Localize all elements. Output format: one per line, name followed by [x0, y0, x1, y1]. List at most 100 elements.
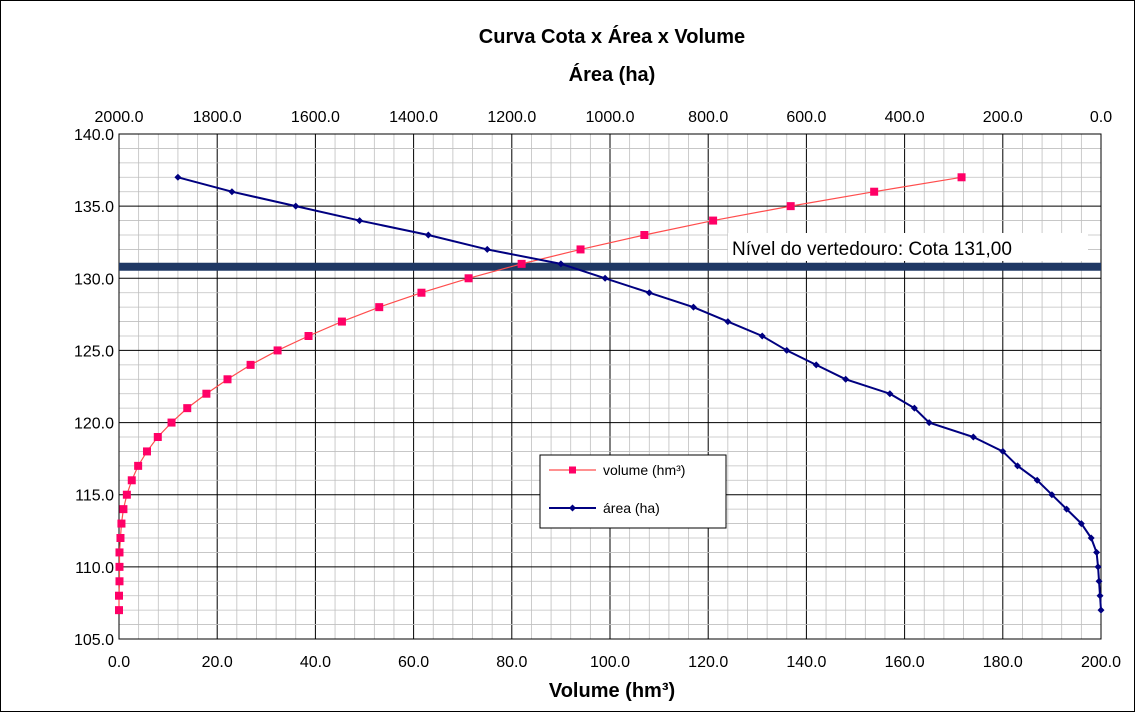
- left-axis-tick-label: 135.0: [74, 199, 114, 216]
- volume-point: [517, 259, 526, 268]
- area-point: [886, 390, 894, 398]
- chart-title: Curva Cota x Área x Volume: [479, 25, 745, 48]
- bottom-axis-tick-label: 80.0: [496, 654, 527, 671]
- volume-point: [202, 389, 211, 398]
- volume-point: [304, 332, 313, 340]
- plot-area-border: [118, 133, 1102, 640]
- area-point: [1096, 592, 1104, 600]
- area-point: [483, 245, 491, 253]
- area-point: [174, 173, 182, 181]
- area-point: [910, 404, 918, 412]
- bottom-axis-tick-label: 200.0: [1081, 654, 1121, 671]
- area-point: [1077, 520, 1085, 528]
- volume-point: [870, 187, 879, 196]
- bottom-axis-title: Volume (hm³): [549, 680, 675, 702]
- top-axis-tick-label: 1000.0: [586, 109, 635, 126]
- volume-point: [709, 216, 718, 225]
- area-point: [1095, 577, 1103, 585]
- area-point: [724, 318, 732, 326]
- top-axis-tick-label: 1400.0: [389, 109, 438, 126]
- legend: volume (hm³) área (ha): [539, 454, 727, 529]
- top-axis-tick-label: 600.0: [786, 109, 826, 126]
- bottom-axis-tick-label: 100.0: [590, 654, 630, 671]
- area-point: [1063, 505, 1071, 513]
- series-group: [115, 173, 1105, 615]
- area-point: [812, 361, 820, 369]
- area-point: [356, 217, 364, 225]
- volume-point: [167, 418, 176, 427]
- top-axis-tick-label: 400.0: [885, 109, 925, 126]
- area-point: [1097, 606, 1105, 614]
- area-point: [689, 303, 697, 311]
- volume-point: [115, 548, 124, 557]
- left-axis-tick-label: 120.0: [74, 416, 114, 433]
- bottom-axis-tick-label: 160.0: [885, 654, 925, 671]
- area-point: [645, 289, 653, 297]
- volume-point: [134, 461, 143, 470]
- volume-point: [115, 577, 124, 586]
- left-axis-tick-label: 105.0: [74, 632, 114, 649]
- top-axis-tick-label: 1200.0: [487, 109, 536, 126]
- area-point: [925, 419, 933, 427]
- volume-point: [142, 447, 151, 456]
- volume-point: [246, 360, 255, 369]
- area-point: [758, 332, 766, 340]
- top-axis-tick-label: 1800.0: [193, 109, 242, 126]
- volume-point: [337, 317, 346, 326]
- top-axis-tick-label: 200.0: [983, 109, 1023, 126]
- tick-labels: 2000.0 1800.0 1600.0 1400.0 1200.0 1000.0 800.…: [74, 109, 1121, 671]
- left-axis-tick-label: 125.0: [74, 343, 114, 360]
- legend-marker-square: [569, 466, 576, 474]
- area-point: [1087, 534, 1095, 542]
- left-axis-tick-label: 130.0: [74, 271, 114, 288]
- area-point: [228, 188, 236, 196]
- spillway-level-line: [119, 262, 1101, 271]
- volume-point: [273, 346, 282, 355]
- volume-point: [117, 519, 126, 528]
- volume-point: [223, 375, 232, 384]
- spillway-annotation: Nível do vertedouro: Cota 131,00: [732, 239, 1012, 260]
- area-point: [1093, 548, 1101, 556]
- left-axis-tick-label: 115.0: [75, 488, 114, 505]
- bottom-axis-tick-label: 0.0: [108, 654, 130, 671]
- volume-point: [375, 303, 384, 312]
- area-point: [1033, 476, 1041, 484]
- bottom-axis-tick-label: 140.0: [786, 654, 826, 671]
- area-point: [1048, 491, 1056, 499]
- area-point: [1094, 563, 1102, 571]
- volume-point: [417, 288, 426, 297]
- top-axis-title: Área (ha): [569, 63, 656, 86]
- top-axis-tick-label: 0.0: [1090, 109, 1112, 126]
- area-point: [999, 447, 1007, 455]
- top-axis-tick-label: 1600.0: [291, 109, 340, 126]
- area-point: [557, 260, 565, 268]
- volume-point: [122, 490, 131, 499]
- bottom-axis-tick-label: 60.0: [398, 654, 429, 671]
- legend-marker-diamond: [569, 504, 576, 512]
- area-point: [969, 433, 977, 441]
- bottom-axis-tick-label: 120.0: [688, 654, 728, 671]
- legend-label: volume (hm³): [603, 462, 685, 478]
- area-point: [601, 274, 609, 282]
- volume-point: [183, 404, 192, 413]
- area-point: [783, 346, 791, 354]
- bottom-axis-tick-label: 20.0: [202, 654, 233, 671]
- bottom-axis-tick-label: 40.0: [300, 654, 331, 671]
- volume-point: [576, 245, 585, 254]
- area-point: [424, 231, 432, 239]
- annotation-background: [728, 233, 1088, 261]
- volume-point: [115, 606, 123, 615]
- volume-point: [115, 591, 123, 600]
- volume-point: [119, 505, 128, 514]
- volume-point: [116, 534, 125, 542]
- volume-point: [127, 476, 136, 485]
- top-axis-tick-label: 2000.0: [95, 109, 144, 126]
- legend-box: [539, 454, 727, 529]
- top-axis-tick-label: 800.0: [688, 109, 728, 126]
- volume-point: [115, 562, 124, 571]
- reference-line-group: Nível do vertedouro: Cota 131,00: [119, 233, 1101, 271]
- area-point: [292, 202, 300, 210]
